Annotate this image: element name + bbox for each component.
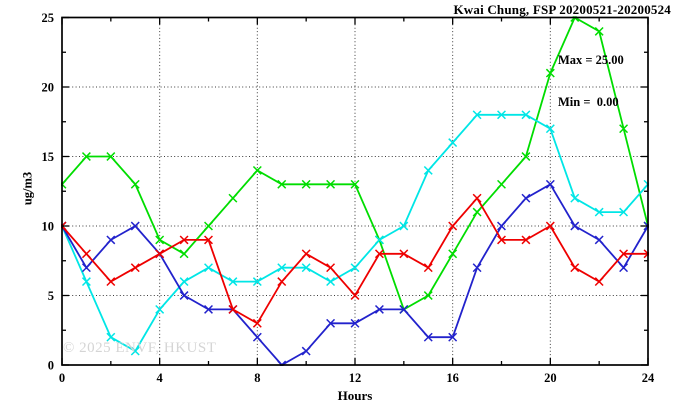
data-series — [61, 16, 649, 367]
svg-text:10: 10 — [42, 219, 55, 233]
svg-text:0: 0 — [59, 371, 65, 385]
x-axis-label: Hours — [337, 388, 373, 403]
svg-text:20: 20 — [544, 371, 557, 385]
svg-text:4: 4 — [157, 371, 164, 385]
svg-text:24: 24 — [642, 371, 655, 385]
stats-min-label: Min = 0.00 — [558, 95, 619, 109]
tick-labels: 0 4 8 12 16 20 24 0 5 10 15 20 25 — [42, 11, 656, 385]
series-red — [61, 193, 649, 328]
svg-text:0: 0 — [48, 358, 54, 372]
series-cyan — [61, 110, 649, 356]
svg-text:12: 12 — [349, 371, 362, 385]
svg-text:15: 15 — [42, 150, 55, 164]
watermark: © 2025 ENVF, HKUST — [63, 340, 217, 356]
series-green — [61, 16, 649, 314]
y-axis-label: ug/m3 — [20, 171, 35, 206]
svg-text:5: 5 — [48, 289, 54, 303]
axis-ticks — [61, 16, 649, 366]
chart-title: Kwai Chung, FSP 20200521-20200524 — [453, 2, 671, 17]
svg-text:25: 25 — [42, 11, 55, 25]
svg-text:16: 16 — [446, 371, 459, 385]
stats-max-label: Max = 25.00 — [558, 53, 624, 67]
stats-box: Max = 25.00 Min = 0.00 — [558, 25, 624, 137]
svg-text:20: 20 — [42, 80, 55, 94]
svg-text:8: 8 — [254, 371, 260, 385]
